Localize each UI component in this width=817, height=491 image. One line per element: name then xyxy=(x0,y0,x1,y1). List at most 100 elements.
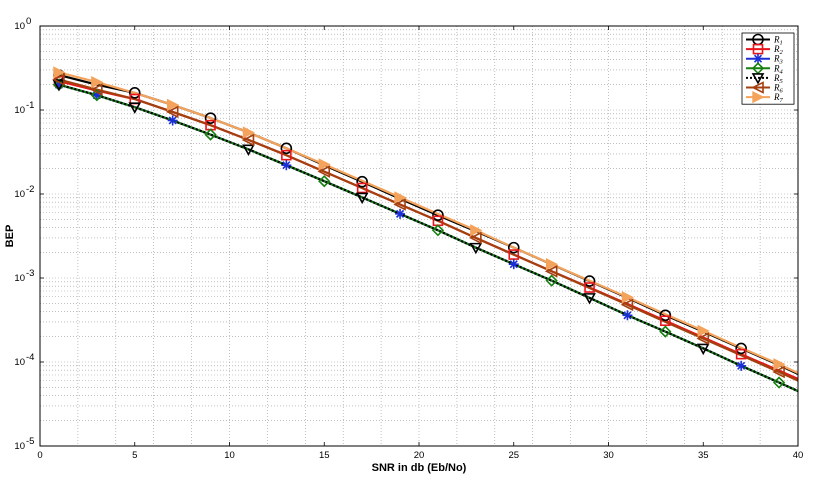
y-tick-exponent: -4 xyxy=(26,352,34,363)
legend-label-sub-r1: 1 xyxy=(780,40,783,47)
y-tick-label: 10 xyxy=(14,105,25,116)
marker-r6 xyxy=(165,105,179,119)
marker-r6 xyxy=(90,83,103,96)
star-stroke xyxy=(753,54,763,63)
legend-label-r7: R7 xyxy=(773,92,784,104)
x-tick-label: 0 xyxy=(37,450,42,461)
legend-label-r4: R4 xyxy=(773,63,784,75)
legend-label-sub-r2: 2 xyxy=(780,49,784,56)
legend-label-r1: R1 xyxy=(773,35,783,47)
legend-label-sub-r3: 3 xyxy=(779,59,784,66)
marker-r3 xyxy=(508,259,519,270)
legend-label-sub-r6: 6 xyxy=(780,88,784,95)
x-tick-label: 20 xyxy=(414,450,425,461)
legend-marker-r5 xyxy=(751,73,765,85)
y-tick-exponent: 0 xyxy=(26,16,31,27)
x-tick-label: 10 xyxy=(224,450,235,461)
y-tick-label: 10 xyxy=(14,441,25,452)
marker-r1 xyxy=(735,342,747,355)
marker-r3 xyxy=(736,360,747,371)
marker-r3 xyxy=(395,208,406,219)
marker-r1 xyxy=(507,241,520,254)
marker-r6 xyxy=(52,73,65,86)
y-tick-exponent: -1 xyxy=(26,100,34,111)
series-line-r7 xyxy=(58,71,799,375)
legend-label-sub-r4: 4 xyxy=(780,68,784,75)
y-tick-label: 10 xyxy=(14,357,25,368)
marker-r3 xyxy=(167,115,178,126)
marker-r2 xyxy=(356,182,368,194)
series-line-r5 xyxy=(58,83,799,393)
marker-r7 xyxy=(621,291,635,304)
marker-r3 xyxy=(281,160,292,171)
marker-r1 xyxy=(128,87,141,99)
x-tick-label: 15 xyxy=(319,450,330,461)
x-axis-title: SNR in db (Eb/No) xyxy=(372,462,467,474)
x-tick-label: 25 xyxy=(508,450,519,461)
grid xyxy=(40,26,798,446)
star-stroke xyxy=(509,260,518,269)
legend-marker-r3 xyxy=(753,53,763,64)
marker-r5 xyxy=(52,79,66,92)
marker-r5 xyxy=(469,242,483,255)
star-stroke xyxy=(282,161,291,170)
marker-r3 xyxy=(622,310,633,321)
y-tick-label: 10 xyxy=(14,189,25,200)
marker-r7 xyxy=(697,324,710,337)
marker-r1 xyxy=(356,175,368,188)
marker-r4 xyxy=(659,325,672,338)
y-axis-title: BEP xyxy=(4,225,16,248)
marker-r6 xyxy=(544,265,558,278)
marker-r6 xyxy=(241,133,255,147)
marker-r6 xyxy=(393,198,406,211)
marker-r5 xyxy=(128,102,142,114)
marker-r5 xyxy=(583,293,596,305)
marker-r2 xyxy=(508,249,520,260)
marker-r7 xyxy=(318,158,331,171)
y-tick-exponent: -2 xyxy=(26,184,34,195)
marker-r6 xyxy=(469,231,482,245)
series-line-r6 xyxy=(58,78,799,382)
marker-r7 xyxy=(166,98,180,112)
legend-marker-r6 xyxy=(751,81,764,94)
series-markers xyxy=(52,66,786,389)
marker-r4 xyxy=(772,376,786,389)
y-tick-label: 10 xyxy=(14,273,25,284)
legend-marker-r7 xyxy=(752,90,765,104)
marker-r7 xyxy=(545,258,559,271)
x-tick-label: 40 xyxy=(793,450,804,461)
marker-r6 xyxy=(620,298,634,312)
x-tick-label: 30 xyxy=(603,450,614,461)
marker-r7 xyxy=(53,66,66,79)
marker-r1 xyxy=(432,209,444,221)
marker-r4 xyxy=(204,128,217,141)
legend-label-sub-r7: 7 xyxy=(780,97,784,104)
marker-r7 xyxy=(773,358,786,371)
star-stroke xyxy=(623,311,632,320)
marker-r7 xyxy=(470,224,483,237)
legend-label-r5: R5 xyxy=(773,73,784,85)
marker-r2 xyxy=(584,282,595,293)
y-tick-label: 10 xyxy=(14,21,25,32)
marker-r6 xyxy=(696,332,710,345)
marker-r4 xyxy=(431,224,445,237)
marker-r7 xyxy=(394,191,407,204)
x-tick-label: 5 xyxy=(132,450,137,461)
legend-label-r3: R3 xyxy=(773,54,784,66)
marker-r5 xyxy=(696,343,710,356)
marker-r2 xyxy=(660,315,671,327)
marker-r7 xyxy=(242,126,256,139)
marker-r1 xyxy=(280,142,293,155)
legend-label-r6: R6 xyxy=(773,83,784,95)
marker-r4 xyxy=(318,175,331,188)
y-tick-exponent: -3 xyxy=(26,268,34,279)
marker-r6 xyxy=(772,365,785,379)
series-line-r2 xyxy=(58,80,799,380)
star-stroke xyxy=(168,116,177,125)
legend-marker-r2 xyxy=(752,43,764,55)
y-tick-exponent: -5 xyxy=(26,436,34,447)
x-axis-ticks: 0 5 10 15 20 25 30 35 40 xyxy=(37,26,803,461)
